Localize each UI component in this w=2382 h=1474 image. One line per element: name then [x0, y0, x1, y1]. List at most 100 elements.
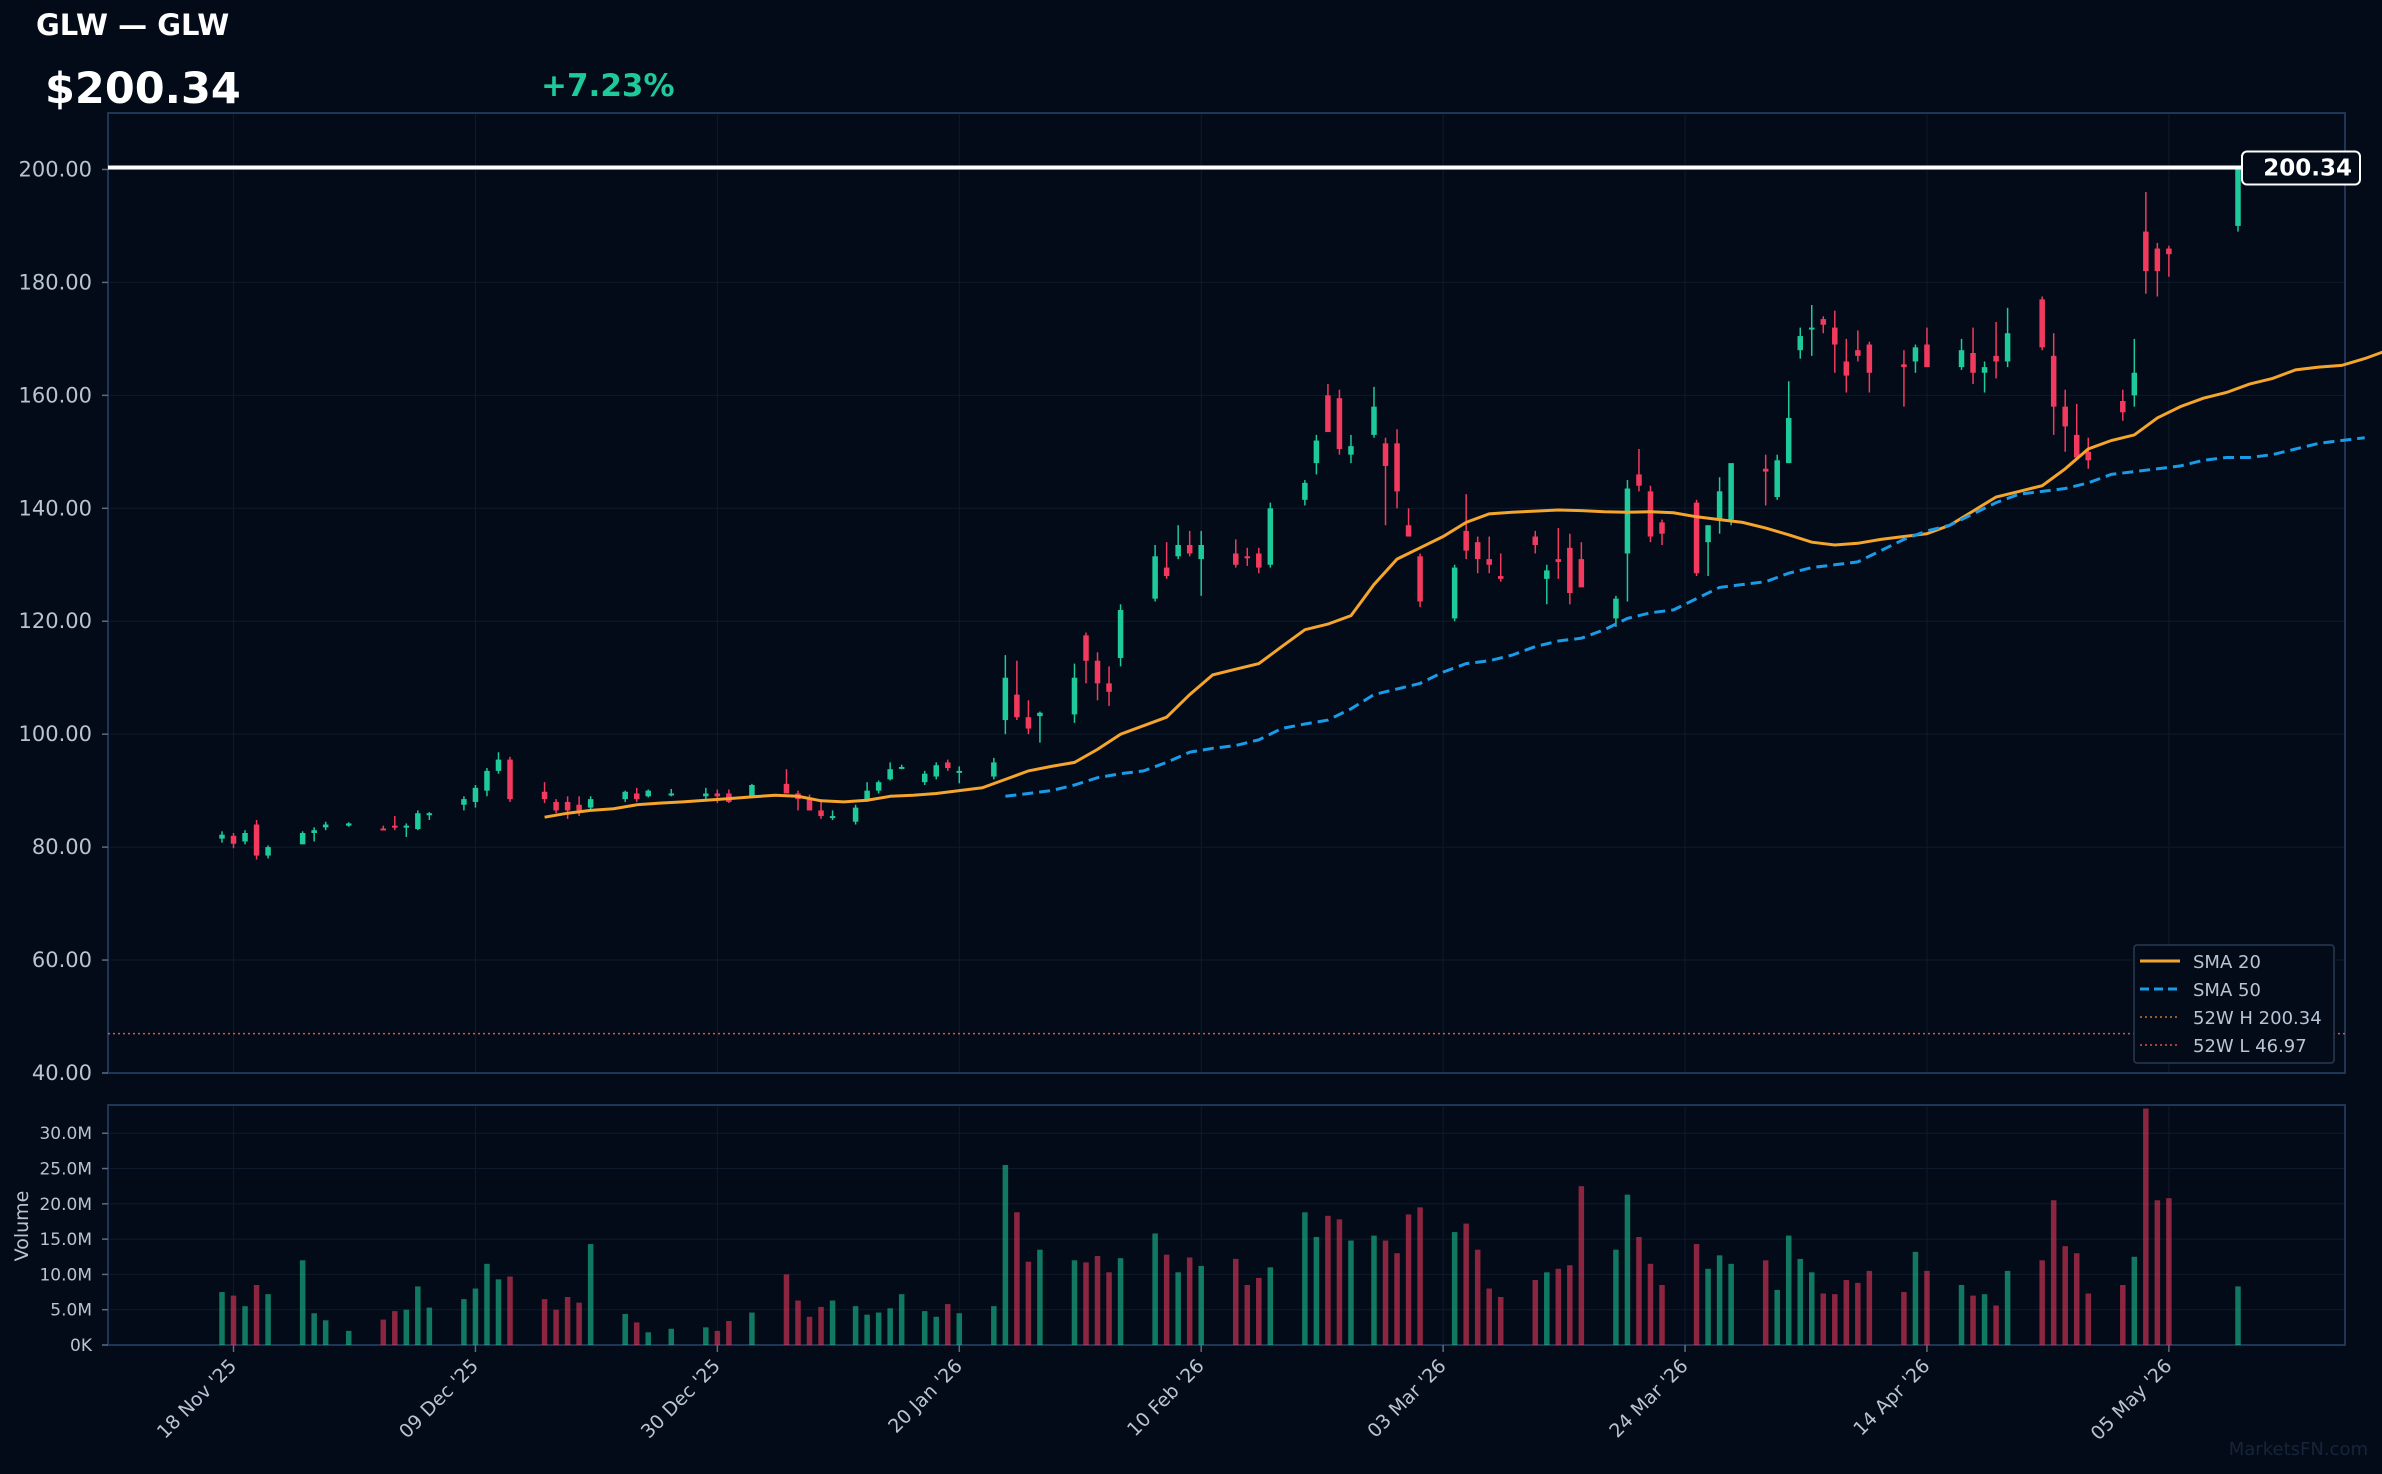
candle-body: [1659, 522, 1665, 534]
volume-bar: [645, 1332, 651, 1345]
volume-bar: [714, 1330, 721, 1345]
volume-bar: [1233, 1258, 1239, 1345]
volume-bar: [311, 1313, 317, 1345]
candle-body: [576, 804, 582, 811]
price-tick-label: 100.00: [19, 722, 92, 746]
candle-body: [587, 799, 594, 808]
volume-bar: [1820, 1293, 1827, 1345]
volume-bar: [1705, 1268, 1711, 1345]
candle-body: [1025, 717, 1032, 729]
candle-body: [1544, 570, 1550, 579]
candle-body: [1083, 635, 1089, 661]
volume-panel-frame: [107, 1104, 2346, 1346]
watermark: MarketsFN.com: [2228, 1439, 2368, 1460]
candle-body: [1325, 395, 1331, 433]
volume-bar: [1094, 1256, 1101, 1345]
candle-body: [1624, 488, 1631, 554]
volume-bar: [956, 1313, 963, 1345]
volume-bar: [1855, 1282, 1861, 1345]
volume-bar: [1567, 1265, 1573, 1345]
candle-body: [1463, 530, 1469, 551]
volume-bar: [2050, 1200, 2057, 1345]
candle-body: [1820, 319, 1827, 325]
candle-body: [956, 770, 963, 773]
candle-body: [392, 825, 398, 828]
date-tick-label: 09 Dec '25: [395, 1355, 483, 1443]
volume-bar: [403, 1309, 410, 1345]
candle-body: [1532, 536, 1539, 545]
candle-body: [219, 834, 225, 839]
price-tick-label: 40.00: [32, 1061, 92, 1085]
candle-body: [1382, 443, 1389, 466]
volume-bar: [1025, 1261, 1032, 1345]
candle-body: [2235, 167, 2241, 226]
candle-body: [2085, 451, 2091, 461]
candle-body: [265, 847, 271, 856]
volume-bars: [219, 1108, 2241, 1345]
volume-bar: [1716, 1255, 1723, 1345]
candle-body: [1302, 482, 1308, 500]
candle-body: [2120, 401, 2126, 413]
volume-bar: [1544, 1272, 1550, 1345]
volume-bar: [1981, 1294, 1988, 1345]
volume-bar: [564, 1297, 571, 1345]
candle-body: [1451, 567, 1458, 619]
price-tick-label: 120.00: [19, 609, 92, 633]
volume-bar: [472, 1288, 479, 1345]
price-tick-label: 140.00: [19, 496, 92, 520]
volume-bar: [2039, 1260, 2045, 1345]
volume-bar: [484, 1263, 490, 1345]
volume-bar: [1186, 1257, 1193, 1345]
candle-body: [2050, 355, 2057, 407]
candle-body: [829, 816, 836, 819]
date-axis-ticks: 18 Nov '25 09 Dec '25 30 Dec '25 20 Jan '26…: [153, 1345, 2176, 1445]
volume-bar: [426, 1307, 433, 1345]
volume-bar: [230, 1295, 237, 1345]
candle-body: [1981, 367, 1988, 373]
volume-bar: [1843, 1280, 1850, 1345]
price-tick-label: 180.00: [19, 270, 92, 294]
volume-bar: [380, 1319, 387, 1345]
candle-body: [1175, 545, 1181, 557]
legend-label: SMA 50: [2193, 980, 2261, 1001]
volume-bar: [1394, 1253, 1400, 1345]
legend-label: 52W H 200.34: [2193, 1008, 2322, 1029]
candle-body: [1912, 347, 1919, 362]
candle-body: [495, 759, 502, 771]
volume-bar: [1555, 1268, 1562, 1345]
candle-body: [1037, 712, 1043, 717]
candle-body: [1924, 344, 1930, 368]
candle-body: [645, 790, 651, 797]
volume-bar: [2073, 1253, 2080, 1345]
candle-body: [1163, 567, 1170, 577]
candle-body: [714, 793, 721, 797]
candle-body: [1152, 556, 1158, 599]
volume-bar: [2131, 1256, 2138, 1345]
volume-bar: [299, 1260, 306, 1345]
candle-body: [2143, 231, 2149, 272]
candle-body: [622, 791, 628, 800]
date-tick-label: 24 Mar '26: [1605, 1355, 1692, 1442]
candle-body: [1693, 502, 1700, 574]
candle-body: [472, 787, 479, 802]
date-tick-label: 20 Jan '26: [884, 1355, 967, 1438]
volume-bar: [553, 1309, 559, 1345]
candle-body: [1002, 677, 1009, 721]
volume-bar: [1958, 1285, 1965, 1345]
candle-body: [230, 835, 237, 844]
volume-bar: [1647, 1263, 1654, 1345]
candle-body: [783, 783, 790, 794]
candle-body: [1198, 545, 1204, 560]
volume-bar: [1785, 1235, 1792, 1345]
candle-body: [1071, 677, 1078, 715]
date-tick-label: 18 Nov '25: [153, 1355, 241, 1443]
volume-bar: [1313, 1237, 1320, 1345]
candle-body: [668, 793, 675, 796]
volume-bar: [852, 1306, 859, 1345]
volume-bar: [726, 1321, 732, 1345]
volume-bar: [2004, 1270, 2011, 1345]
volume-bar: [1382, 1240, 1389, 1345]
volume-bar: [1267, 1267, 1274, 1345]
volume-bar: [1970, 1295, 1976, 1345]
candle-body: [1774, 460, 1780, 497]
